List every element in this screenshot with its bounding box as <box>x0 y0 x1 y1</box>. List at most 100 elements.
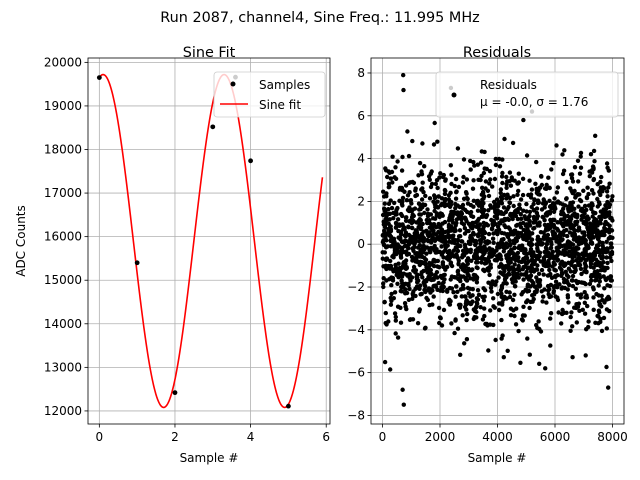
residual-point <box>386 221 391 226</box>
residual-point <box>570 179 576 184</box>
residual-point <box>487 251 492 256</box>
residual-point <box>542 186 548 191</box>
residual-point <box>458 302 463 307</box>
residual-point <box>512 240 517 246</box>
residual-point <box>494 279 499 284</box>
residual-point <box>513 211 518 216</box>
residual-point <box>469 236 475 241</box>
residual-point <box>480 197 485 202</box>
legend-residuals-marker <box>451 92 457 98</box>
residual-point <box>464 317 469 323</box>
residual-point <box>403 183 409 188</box>
residual-point <box>470 293 475 298</box>
residuals-y-tick-label: −4 <box>347 323 365 337</box>
residual-point <box>440 273 446 278</box>
residual-point <box>502 294 507 300</box>
residual-point <box>441 284 446 290</box>
residual-point <box>542 287 547 292</box>
residual-point <box>476 292 482 297</box>
residual-point <box>434 225 439 230</box>
residual-point <box>526 192 531 198</box>
residual-point <box>403 238 408 243</box>
residual-point <box>420 221 425 227</box>
residual-point <box>440 262 446 267</box>
residual-point <box>501 266 506 271</box>
residual-point <box>432 193 437 198</box>
residual-point <box>438 288 443 293</box>
residual-point <box>525 231 531 237</box>
residual-point <box>388 198 393 203</box>
residual-point <box>576 252 581 257</box>
residual-point <box>597 230 603 235</box>
residual-point <box>482 313 487 319</box>
residual-point <box>463 248 469 253</box>
residual-point <box>493 337 498 343</box>
residual-point <box>461 286 466 291</box>
residual-point <box>509 212 514 218</box>
residual-point <box>585 225 590 230</box>
residual-point <box>565 233 570 239</box>
residual-point <box>436 237 442 242</box>
residual-point <box>387 211 393 216</box>
residual-point <box>388 244 394 249</box>
residual-point <box>396 275 401 280</box>
residual-point <box>425 270 430 275</box>
residual-point <box>449 286 455 291</box>
residual-point <box>523 248 528 253</box>
residual-point <box>607 283 613 289</box>
residual-point <box>570 200 576 205</box>
residual-point <box>567 282 572 288</box>
residual-point <box>423 289 428 295</box>
residual-point <box>384 238 389 243</box>
residual-point <box>469 213 474 219</box>
residual-point <box>409 220 414 226</box>
residual-point <box>545 283 551 289</box>
residual-point <box>488 308 493 313</box>
residual-point <box>433 250 438 255</box>
residual-point <box>382 359 388 365</box>
residual-point <box>456 272 461 277</box>
residual-point <box>388 295 393 301</box>
residual-point <box>478 305 483 310</box>
residual-point <box>459 239 464 244</box>
residual-point <box>589 188 595 193</box>
residual-point <box>564 179 569 185</box>
residual-point <box>451 233 456 238</box>
residual-point <box>417 212 422 217</box>
residual-point <box>436 194 441 199</box>
residual-point <box>479 173 484 179</box>
residual-point <box>410 293 416 298</box>
residual-point <box>581 188 586 193</box>
residual-point <box>587 281 593 287</box>
residual-point <box>402 301 408 306</box>
residual-point <box>402 233 407 238</box>
residual-point <box>599 304 604 309</box>
residual-point <box>477 222 483 227</box>
residual-point <box>573 286 578 291</box>
residual-point <box>599 174 604 180</box>
residual-point <box>603 277 609 283</box>
residual-point <box>604 189 610 194</box>
residual-point <box>534 210 540 216</box>
residual-point <box>501 281 506 286</box>
residual-point <box>593 210 598 216</box>
residual-point <box>440 221 445 226</box>
residual-point <box>564 196 569 201</box>
residual-point <box>593 257 599 262</box>
residual-point <box>465 201 471 206</box>
residual-point <box>543 228 549 233</box>
residual-point <box>511 254 517 260</box>
residual-point <box>582 311 588 316</box>
residual-point <box>582 203 588 209</box>
residual-point <box>575 219 580 224</box>
residual-point <box>480 233 485 238</box>
residual-point <box>585 185 590 190</box>
residual-point <box>604 161 610 166</box>
residual-point <box>553 279 559 284</box>
residual-point <box>596 308 602 313</box>
residual-point <box>566 300 571 305</box>
residual-point <box>404 265 409 271</box>
residual-point <box>609 198 615 203</box>
residual-point <box>558 261 563 267</box>
residual-point <box>413 251 418 256</box>
